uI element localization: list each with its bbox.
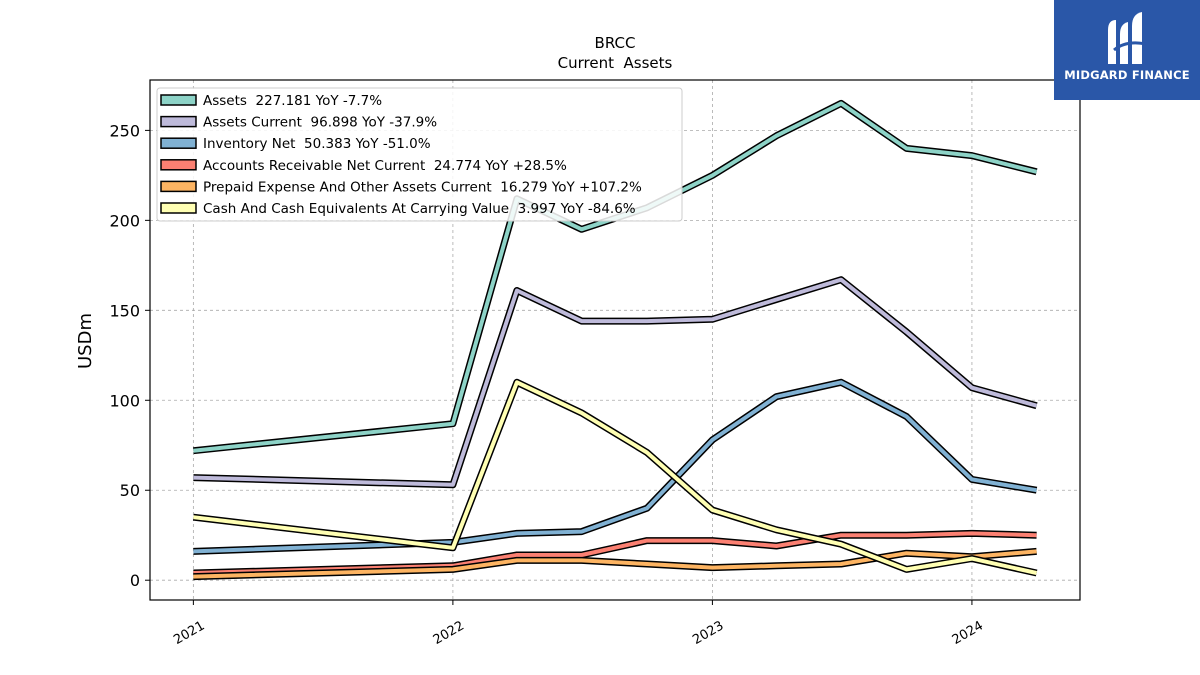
series-line-stroke xyxy=(193,380,1037,554)
series-line-2 xyxy=(193,378,1038,555)
y-axis-label: USDm xyxy=(75,313,96,369)
legend-label: Assets Current 96.898 YoY -37.9% xyxy=(203,115,437,131)
plot-frame xyxy=(149,79,1081,601)
chart-subtitle: Current Assets xyxy=(558,54,673,72)
series-line-stroke xyxy=(193,101,1038,453)
brand-mark-icon xyxy=(1108,12,1147,64)
series-line-stroke xyxy=(193,531,1037,575)
legend-swatch xyxy=(160,94,197,106)
y-tick-label: 250 xyxy=(109,121,140,140)
x-tick-label: 2024 xyxy=(950,618,986,648)
y-tick-label: 0 xyxy=(130,571,140,590)
y-tick-label: 100 xyxy=(109,391,140,410)
legend-box xyxy=(156,87,683,222)
series-line-stroke xyxy=(193,380,1038,575)
chart-title: BRCC xyxy=(595,34,636,52)
legend-swatch xyxy=(160,115,197,128)
series-line-3 xyxy=(193,529,1037,577)
series-line-0 xyxy=(193,99,1038,455)
y-tick-label: 50 xyxy=(120,481,140,500)
legend-label: Prepaid Expense And Other Assets Current… xyxy=(203,179,642,195)
brand-logo: MIDGARD FINANCE xyxy=(1054,0,1200,100)
series-line-stroke xyxy=(193,277,1038,487)
legend-label: Cash And Cash Equivalents At Carrying Va… xyxy=(203,201,636,217)
legend-swatch xyxy=(160,159,197,171)
legend-label: Accounts Receivable Net Current 24.774 Y… xyxy=(203,158,567,174)
series-line-outline xyxy=(193,378,1038,555)
y-tick-label: 200 xyxy=(109,211,140,230)
series-line-5 xyxy=(192,378,1038,577)
x-tick-label: 2021 xyxy=(171,618,207,648)
y-tick-label: 150 xyxy=(109,301,140,320)
legend-label: Assets 227.181 YoY -7.7% xyxy=(203,93,382,109)
legend-swatch xyxy=(160,137,197,149)
legend-swatch xyxy=(160,180,197,193)
legend-label: Inventory Net 50.383 YoY -51.0% xyxy=(203,136,431,152)
series-line-4 xyxy=(193,547,1037,581)
x-tick-label: 2022 xyxy=(431,618,467,648)
series-line-1 xyxy=(193,276,1038,489)
brand-name: MIDGARD FINANCE xyxy=(1064,68,1190,82)
legend: Assets 227.181 YoY -7.7% Assets Current 9… xyxy=(156,87,683,222)
legend-swatch xyxy=(160,202,197,214)
x-tick-label: 2023 xyxy=(690,618,726,648)
series-line-stroke xyxy=(193,549,1037,579)
